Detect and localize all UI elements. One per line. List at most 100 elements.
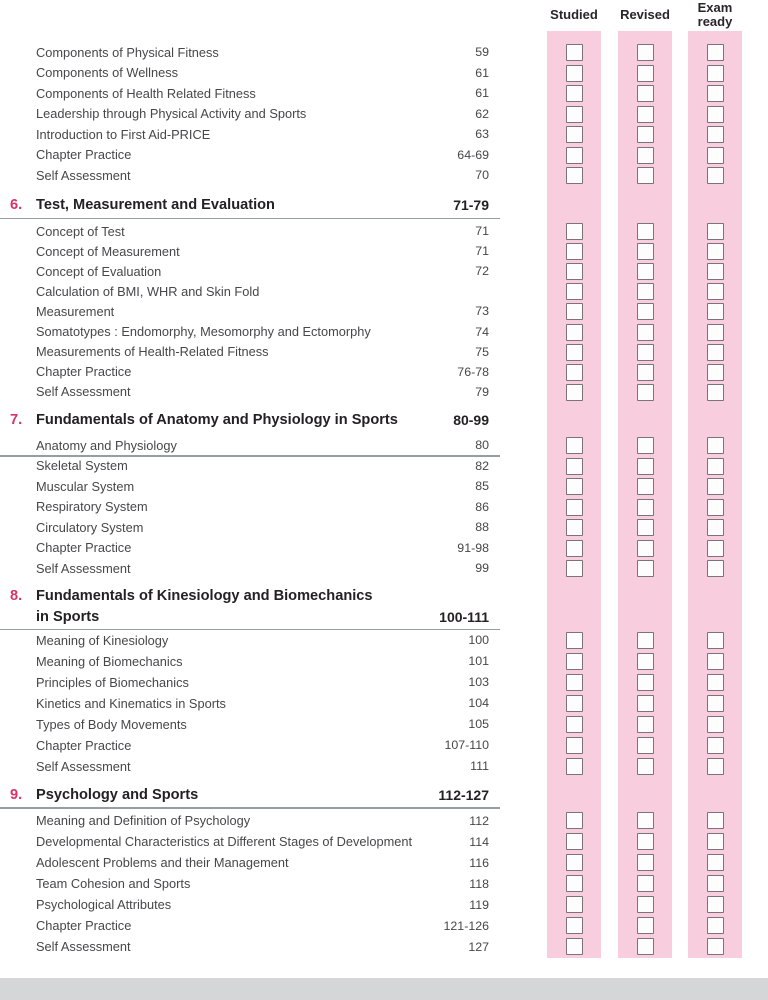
- checkbox-studied[interactable]: [565, 519, 583, 536]
- checkbox-revised[interactable]: [636, 146, 654, 164]
- checkbox-exam-ready[interactable]: [706, 283, 724, 301]
- checkbox-exam-ready[interactable]: [706, 146, 724, 164]
- checkbox-exam-ready[interactable]: [706, 457, 724, 475]
- checkbox-exam-ready[interactable]: [706, 896, 724, 913]
- checkbox-revised[interactable]: [636, 323, 654, 341]
- checkbox-revised[interactable]: [636, 812, 654, 829]
- checkbox-studied[interactable]: [565, 498, 583, 516]
- checkbox-revised[interactable]: [636, 757, 654, 775]
- checkbox-studied[interactable]: [565, 243, 583, 261]
- checkbox-exam-ready[interactable]: [706, 694, 724, 712]
- checkbox-exam-ready[interactable]: [706, 263, 724, 281]
- checkbox-revised[interactable]: [636, 223, 654, 240]
- checkbox-exam-ready[interactable]: [706, 917, 724, 934]
- checkbox-studied[interactable]: [565, 457, 583, 475]
- checkbox-revised[interactable]: [636, 44, 654, 61]
- checkbox-revised[interactable]: [636, 478, 654, 495]
- checkbox-studied[interactable]: [565, 64, 583, 82]
- checkbox-revised[interactable]: [636, 896, 654, 913]
- checkbox-studied[interactable]: [565, 875, 583, 892]
- checkbox-studied[interactable]: [565, 383, 583, 401]
- checkbox-exam-ready[interactable]: [706, 303, 724, 321]
- checkbox-exam-ready[interactable]: [706, 854, 724, 871]
- checkbox-exam-ready[interactable]: [706, 812, 724, 829]
- checkbox-studied[interactable]: [565, 560, 583, 577]
- checkbox-exam-ready[interactable]: [706, 223, 724, 240]
- checkbox-studied[interactable]: [565, 896, 583, 913]
- checkbox-exam-ready[interactable]: [706, 126, 724, 143]
- checkbox-studied[interactable]: [565, 437, 583, 454]
- checkbox-exam-ready[interactable]: [706, 715, 724, 733]
- checkbox-revised[interactable]: [636, 938, 654, 955]
- checkbox-revised[interactable]: [636, 652, 654, 670]
- checkbox-exam-ready[interactable]: [706, 323, 724, 341]
- checkbox-revised[interactable]: [636, 875, 654, 892]
- checkbox-exam-ready[interactable]: [706, 560, 724, 577]
- checkbox-revised[interactable]: [636, 64, 654, 82]
- checkbox-studied[interactable]: [565, 833, 583, 850]
- checkbox-exam-ready[interactable]: [706, 64, 724, 82]
- checkbox-revised[interactable]: [636, 833, 654, 850]
- checkbox-revised[interactable]: [636, 303, 654, 321]
- checkbox-studied[interactable]: [565, 263, 583, 281]
- checkbox-exam-ready[interactable]: [706, 85, 724, 102]
- checkbox-revised[interactable]: [636, 673, 654, 691]
- checkbox-studied[interactable]: [565, 167, 583, 184]
- checkbox-studied[interactable]: [565, 105, 583, 123]
- checkbox-revised[interactable]: [636, 263, 654, 281]
- checkbox-exam-ready[interactable]: [706, 519, 724, 536]
- checkbox-studied[interactable]: [565, 673, 583, 691]
- checkbox-studied[interactable]: [565, 478, 583, 495]
- checkbox-studied[interactable]: [565, 44, 583, 61]
- checkbox-exam-ready[interactable]: [706, 44, 724, 61]
- checkbox-exam-ready[interactable]: [706, 875, 724, 892]
- checkbox-exam-ready[interactable]: [706, 363, 724, 381]
- checkbox-exam-ready[interactable]: [706, 631, 724, 649]
- checkbox-exam-ready[interactable]: [706, 383, 724, 401]
- checkbox-studied[interactable]: [565, 85, 583, 102]
- checkbox-revised[interactable]: [636, 85, 654, 102]
- checkbox-revised[interactable]: [636, 694, 654, 712]
- checkbox-exam-ready[interactable]: [706, 833, 724, 850]
- checkbox-studied[interactable]: [565, 223, 583, 240]
- checkbox-studied[interactable]: [565, 303, 583, 321]
- checkbox-studied[interactable]: [565, 854, 583, 871]
- checkbox-studied[interactable]: [565, 917, 583, 934]
- checkbox-exam-ready[interactable]: [706, 498, 724, 516]
- checkbox-exam-ready[interactable]: [706, 673, 724, 691]
- checkbox-exam-ready[interactable]: [706, 652, 724, 670]
- checkbox-revised[interactable]: [636, 736, 654, 754]
- checkbox-exam-ready[interactable]: [706, 343, 724, 361]
- checkbox-studied[interactable]: [565, 757, 583, 775]
- checkbox-revised[interactable]: [636, 167, 654, 184]
- checkbox-revised[interactable]: [636, 243, 654, 261]
- checkbox-exam-ready[interactable]: [706, 736, 724, 754]
- checkbox-studied[interactable]: [565, 715, 583, 733]
- checkbox-revised[interactable]: [636, 917, 654, 934]
- checkbox-studied[interactable]: [565, 736, 583, 754]
- checkbox-exam-ready[interactable]: [706, 478, 724, 495]
- checkbox-studied[interactable]: [565, 283, 583, 301]
- checkbox-studied[interactable]: [565, 539, 583, 557]
- checkbox-revised[interactable]: [636, 631, 654, 649]
- checkbox-studied[interactable]: [565, 363, 583, 381]
- checkbox-exam-ready[interactable]: [706, 167, 724, 184]
- checkbox-revised[interactable]: [636, 383, 654, 401]
- checkbox-studied[interactable]: [565, 694, 583, 712]
- checkbox-revised[interactable]: [636, 498, 654, 516]
- checkbox-studied[interactable]: [565, 126, 583, 143]
- checkbox-revised[interactable]: [636, 854, 654, 871]
- checkbox-revised[interactable]: [636, 437, 654, 454]
- checkbox-revised[interactable]: [636, 126, 654, 143]
- checkbox-studied[interactable]: [565, 631, 583, 649]
- checkbox-studied[interactable]: [565, 323, 583, 341]
- checkbox-studied[interactable]: [565, 938, 583, 955]
- checkbox-revised[interactable]: [636, 363, 654, 381]
- checkbox-revised[interactable]: [636, 519, 654, 536]
- checkbox-revised[interactable]: [636, 539, 654, 557]
- checkbox-revised[interactable]: [636, 105, 654, 123]
- checkbox-studied[interactable]: [565, 343, 583, 361]
- checkbox-exam-ready[interactable]: [706, 539, 724, 557]
- checkbox-revised[interactable]: [636, 457, 654, 475]
- checkbox-exam-ready[interactable]: [706, 757, 724, 775]
